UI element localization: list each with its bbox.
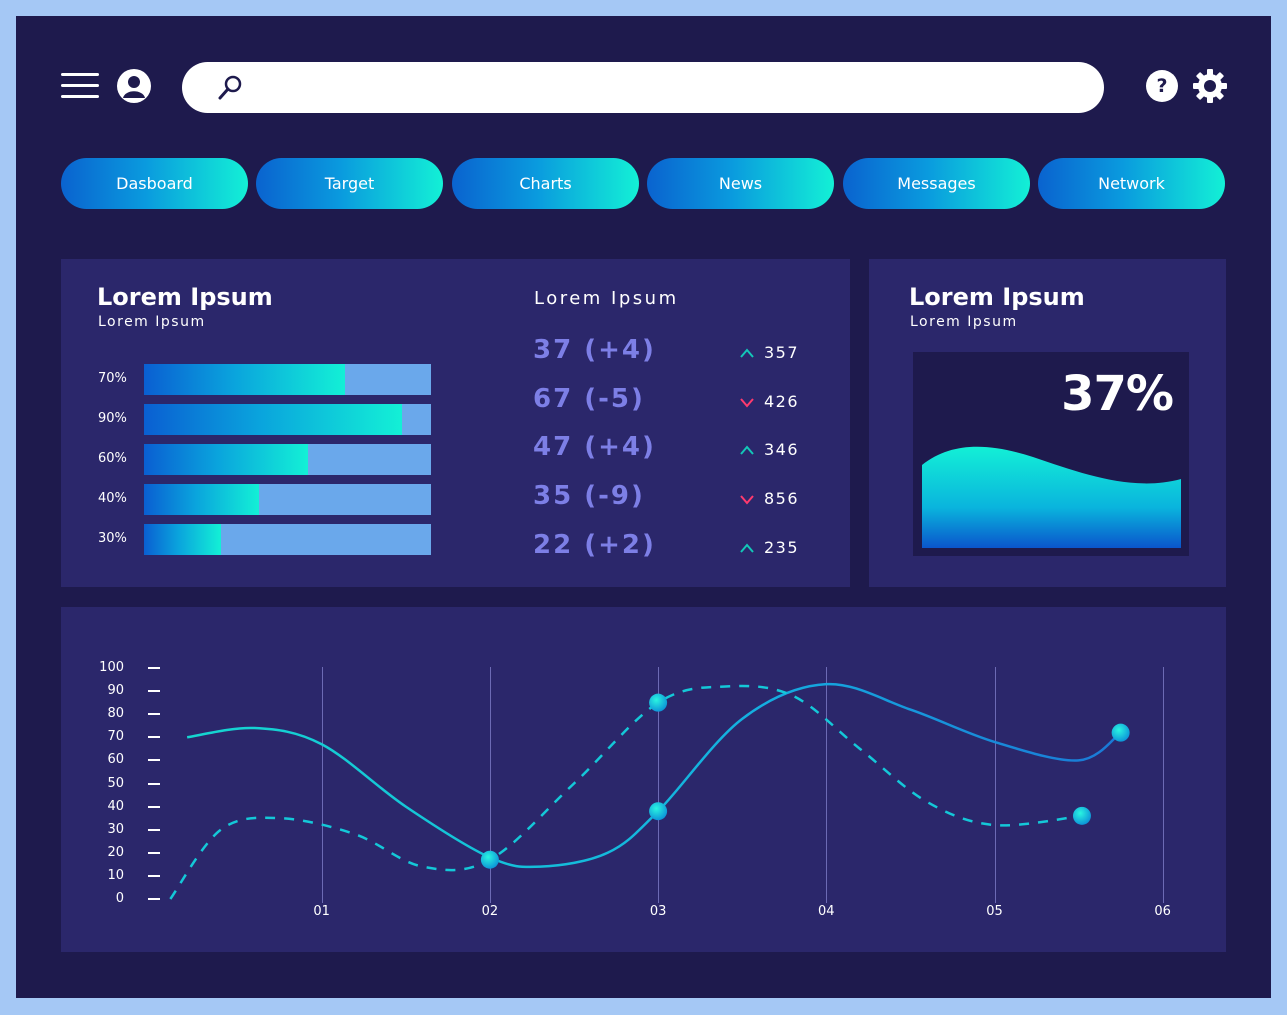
series-line-solid <box>186 682 1122 869</box>
line-chart-panel <box>61 607 1226 952</box>
grid-line <box>995 667 996 903</box>
bar-fill <box>144 484 259 515</box>
bar-fill <box>144 404 402 435</box>
y-tick-mark <box>148 828 160 831</box>
data-point[interactable] <box>1072 806 1091 825</box>
bar-fill <box>144 524 221 555</box>
stat-count: 856 <box>764 489 800 509</box>
bar-fill <box>144 444 308 475</box>
stat-value: 35 (-9) <box>533 481 645 512</box>
hamburger-icon[interactable] <box>61 73 99 99</box>
stat-count: 235 <box>764 537 800 557</box>
grid-line <box>1163 667 1164 903</box>
y-tick-mark <box>148 874 160 877</box>
bars-panel-subtitle: Lorem Ipsum <box>98 314 206 330</box>
series-line-dashed <box>169 684 1083 900</box>
y-tick-label: 90 <box>107 683 124 699</box>
data-point[interactable] <box>649 693 668 712</box>
tab-network[interactable]: Network <box>1038 158 1225 209</box>
tab-charts[interactable]: Charts <box>452 158 639 209</box>
x-tick-label: 03 <box>649 904 667 919</box>
bar-track <box>144 404 431 435</box>
grid-line <box>490 667 491 903</box>
y-tick-label: 60 <box>107 752 124 768</box>
stat-count: 426 <box>764 391 800 411</box>
grid-line <box>658 667 659 903</box>
y-tick-label: 100 <box>99 660 124 675</box>
arrow-up-icon <box>740 543 754 553</box>
gauge-panel-title: Lorem Ipsum <box>909 283 1085 311</box>
y-tick-mark <box>148 667 160 669</box>
search-icon[interactable] <box>216 74 244 102</box>
arrow-down-icon <box>740 398 754 408</box>
y-tick-mark <box>148 759 160 762</box>
y-tick-label: 30 <box>107 821 124 837</box>
x-tick-label: 02 <box>481 904 499 919</box>
gauge-wave <box>922 446 1181 548</box>
x-tick-label: 05 <box>986 904 1003 919</box>
y-tick-mark <box>148 805 160 808</box>
y-tick-mark <box>148 736 160 739</box>
stat-value: 67 (-5) <box>533 383 645 414</box>
data-point[interactable] <box>649 802 668 821</box>
stat-count: 357 <box>764 343 800 362</box>
bar-label: 30% <box>98 531 127 546</box>
y-tick-mark <box>148 713 160 716</box>
y-tick-label: 80 <box>107 706 124 722</box>
stat-value: 37 (+4) <box>533 335 656 365</box>
x-tick-label: 04 <box>818 904 835 919</box>
bar-track <box>144 444 431 475</box>
search-input[interactable] <box>252 70 1072 105</box>
stat-value: 22 (+2) <box>533 529 656 560</box>
tab-target[interactable]: Target <box>256 158 443 209</box>
grid-line <box>826 667 827 903</box>
y-tick-label: 10 <box>107 867 124 883</box>
arrow-up-icon <box>740 348 754 358</box>
y-tick-mark <box>148 851 160 854</box>
y-tick-label: 0 <box>115 891 124 906</box>
user-icon[interactable] <box>117 69 151 103</box>
stats-heading: Lorem Ipsum <box>534 288 679 309</box>
y-tick-label: 40 <box>107 798 124 814</box>
y-tick-label: 70 <box>107 729 124 745</box>
grid-line <box>322 667 323 903</box>
bar-track <box>144 524 431 555</box>
bar-track <box>144 484 431 515</box>
search-bar[interactable] <box>182 62 1104 113</box>
tab-dashboard[interactable]: Dasboard <box>61 158 248 209</box>
bar-label: 60% <box>98 451 127 466</box>
bar-label: 70% <box>98 371 127 386</box>
bar-label: 90% <box>98 411 127 426</box>
stat-value: 47 (+4) <box>533 432 656 463</box>
bar-fill <box>144 364 345 395</box>
gear-icon[interactable] <box>1192 68 1228 104</box>
gauge-box: 37% <box>913 352 1189 556</box>
arrow-up-icon <box>740 445 754 456</box>
bar-track <box>144 364 431 395</box>
stat-count: 346 <box>764 440 800 460</box>
y-tick-mark <box>148 782 160 785</box>
tab-messages[interactable]: Messages <box>843 158 1030 209</box>
bar-label: 40% <box>98 491 127 506</box>
y-tick-mark <box>148 898 160 900</box>
arrow-down-icon <box>740 495 754 505</box>
gauge-percent: 37% <box>1061 366 1174 422</box>
y-tick-label: 20 <box>107 844 124 860</box>
bars-panel-title: Lorem Ipsum <box>97 283 273 311</box>
data-point[interactable] <box>480 850 499 869</box>
y-tick-mark <box>148 690 160 693</box>
x-tick-label: 01 <box>313 904 330 919</box>
help-icon[interactable]: ? <box>1146 70 1178 102</box>
y-tick-label: 50 <box>107 775 124 791</box>
tab-news[interactable]: News <box>647 158 834 209</box>
gauge-panel-subtitle: Lorem Ipsum <box>910 314 1018 330</box>
data-point[interactable] <box>1111 723 1130 742</box>
x-tick-label: 06 <box>1154 904 1171 919</box>
